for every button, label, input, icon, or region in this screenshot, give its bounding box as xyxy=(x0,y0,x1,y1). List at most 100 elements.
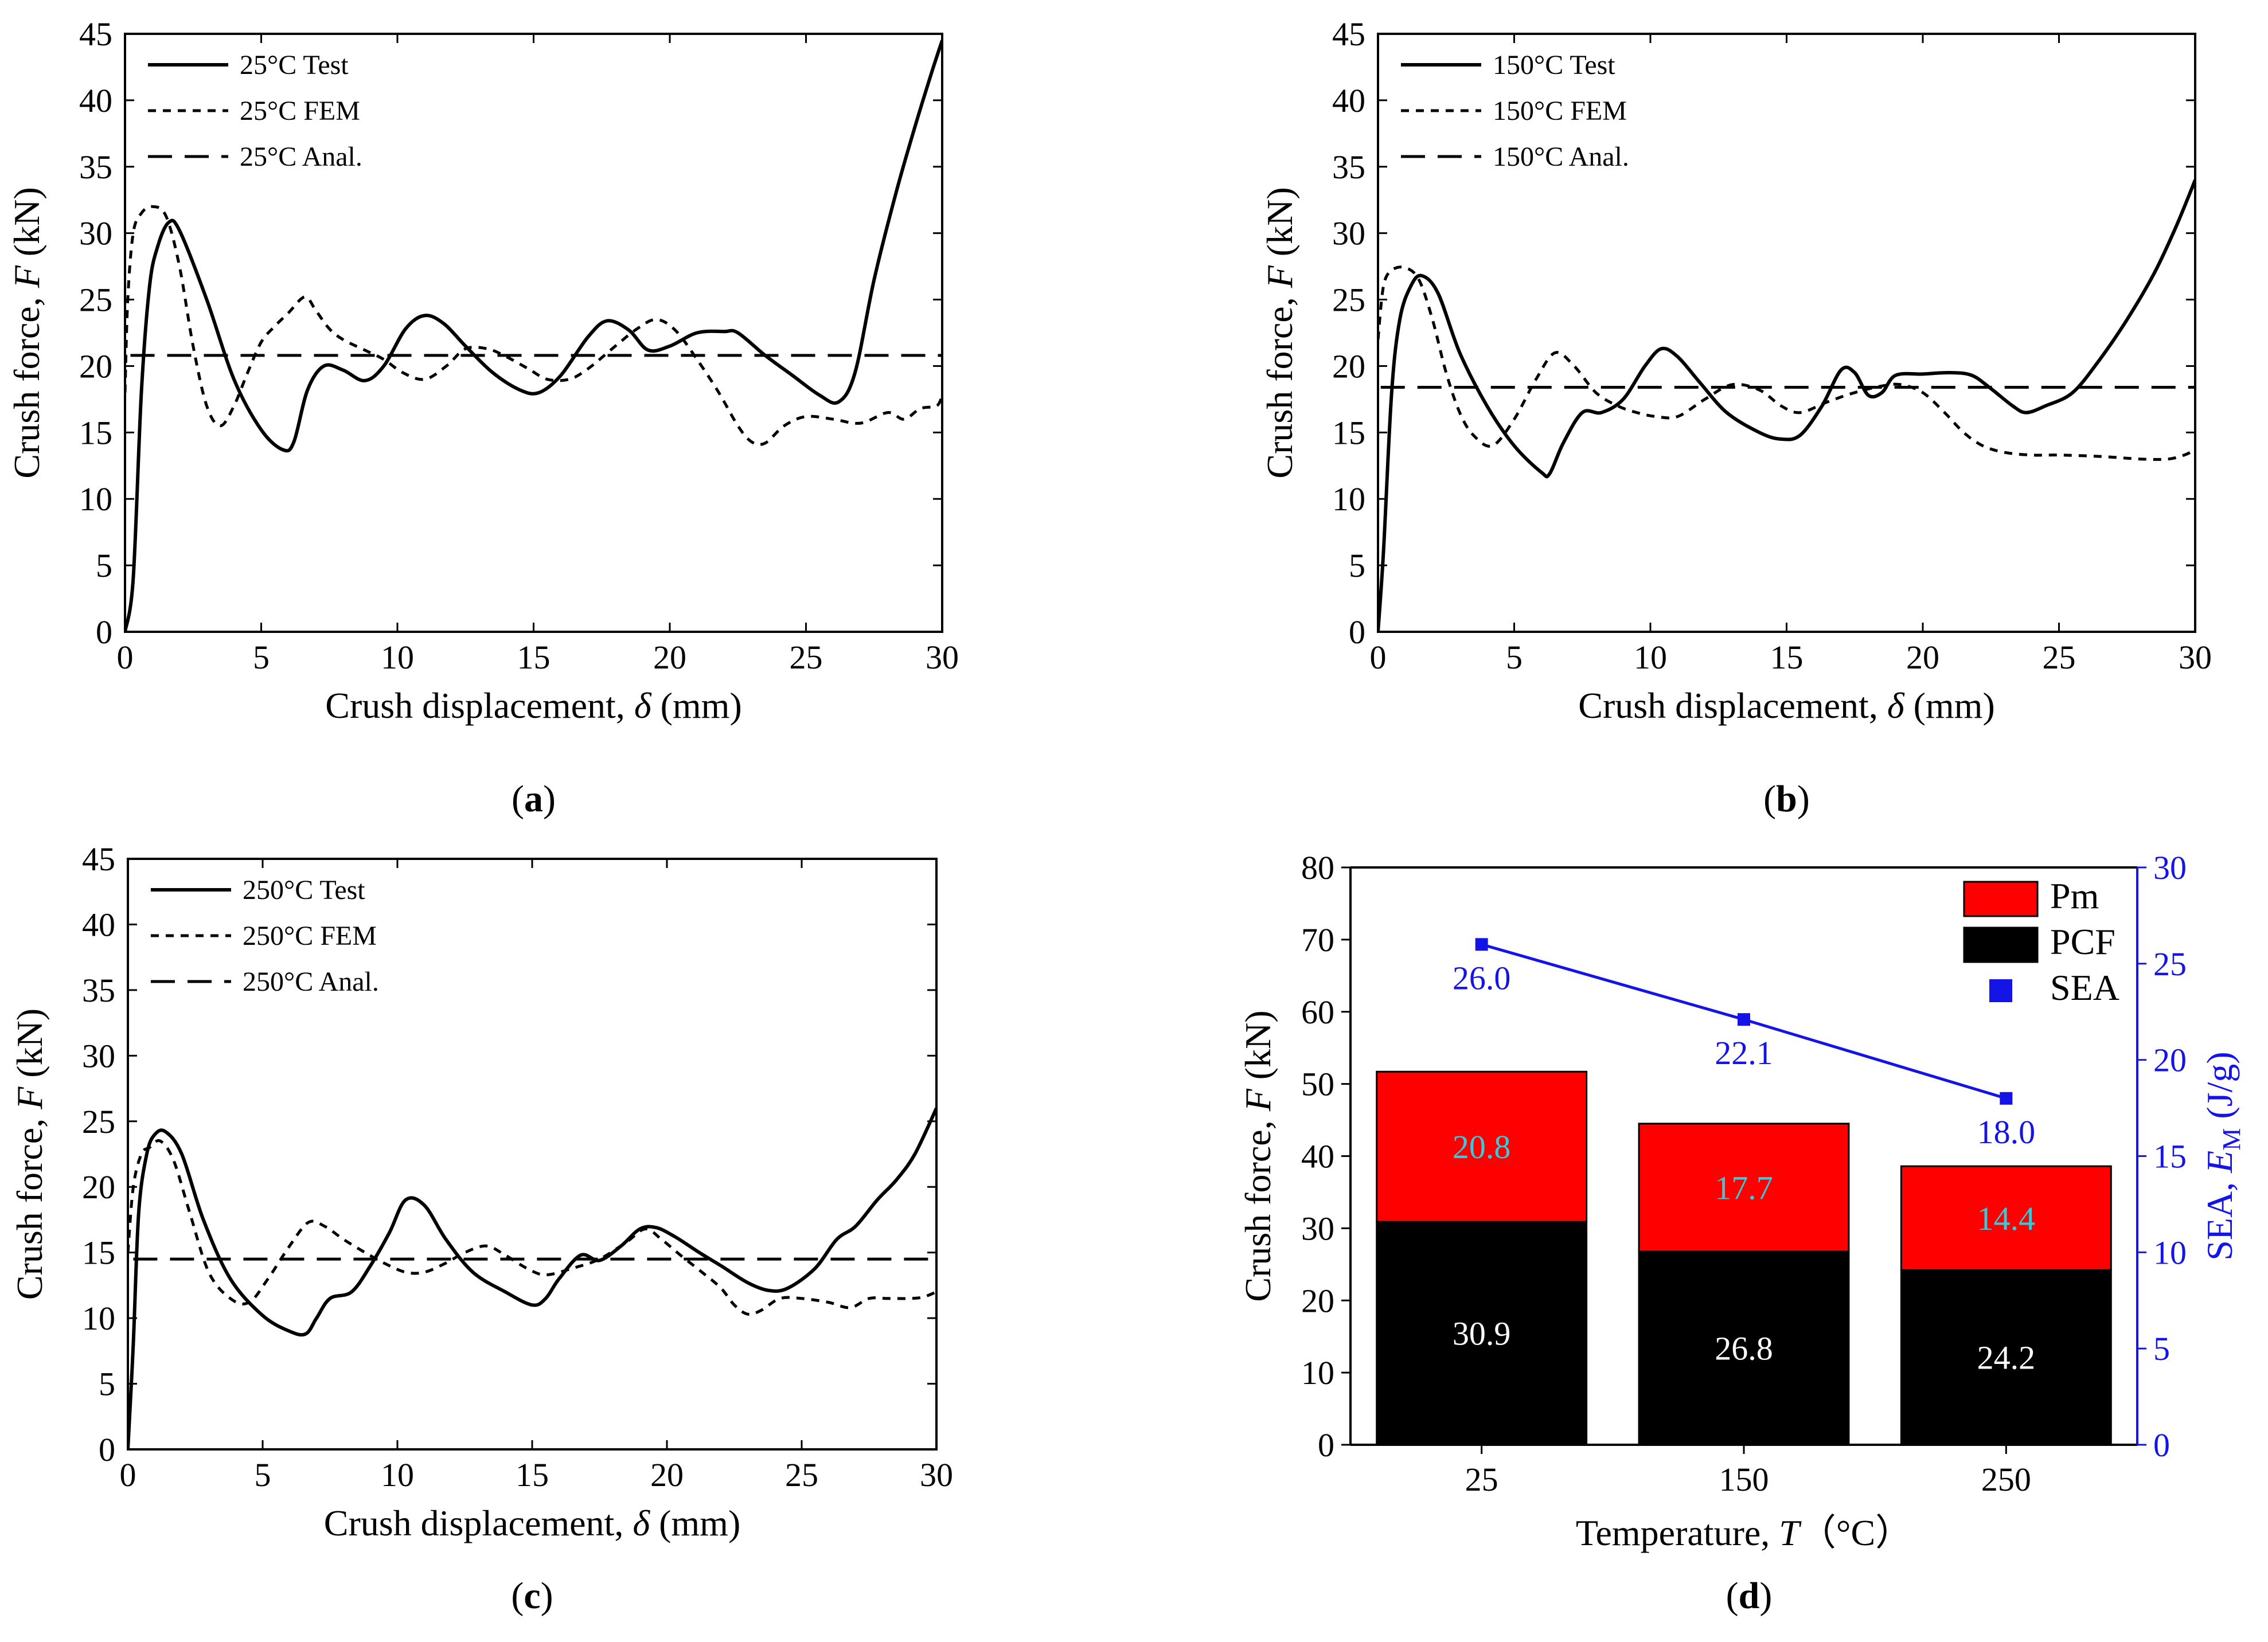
y-tick-label: 30 xyxy=(82,1037,115,1074)
x-tick-label: 25 xyxy=(790,639,823,676)
legend-swatch xyxy=(1989,979,2012,1002)
y-tick-label: 20 xyxy=(1301,1282,1334,1319)
x-axis-title-var: δ xyxy=(1887,685,1905,726)
y-tick-label: 0 xyxy=(1349,613,1365,651)
y-tick-label: 45 xyxy=(82,840,115,878)
x-category-label: 150 xyxy=(1719,1461,1769,1498)
x-category-label: 25 xyxy=(1465,1461,1498,1498)
y-axis-title-unit: (kN) xyxy=(9,1008,50,1087)
series-group xyxy=(1378,179,2195,632)
x-axis-title-unit: (mm) xyxy=(650,1503,740,1543)
x-tick-label: 25 xyxy=(785,1456,818,1494)
x-axis-title-var: δ xyxy=(633,1503,650,1543)
bar-pm xyxy=(1376,1070,1588,1223)
y2-tick-label: 10 xyxy=(2153,1234,2187,1271)
y-axis-title-var: F xyxy=(1259,265,1300,288)
sea-value-label: 26.0 xyxy=(1453,959,1511,996)
y-tick-label: 40 xyxy=(82,906,115,943)
x-tick-label: 10 xyxy=(1634,639,1667,676)
x-tick-label: 10 xyxy=(381,639,414,676)
y-tick-label: 15 xyxy=(79,414,112,451)
y-tick-label: 50 xyxy=(1301,1066,1334,1103)
x-axis-title: Crush displacement, δ (mm) xyxy=(325,685,742,726)
legend-label: 250°C Test xyxy=(243,875,365,905)
y-tick-label: 20 xyxy=(79,347,112,385)
y-tick-label: 15 xyxy=(1332,414,1365,451)
x-tick-label: 20 xyxy=(653,639,686,676)
y2-tick-label: 15 xyxy=(2153,1138,2187,1175)
x-axis-title-var: T xyxy=(1779,1512,1802,1553)
series-line-solid xyxy=(1378,179,2195,632)
x-tick-label: 30 xyxy=(920,1456,953,1494)
y-tick-label: 5 xyxy=(96,547,112,584)
legend-label: 150°C Anal. xyxy=(1493,142,1629,172)
y2-axis-title-var: E xyxy=(2199,1151,2240,1174)
y-tick-label: 10 xyxy=(79,480,112,518)
panel-c: 0 5 10 15 20 25 30 0 5 10 15 20 25 30 35 40 45 Crush disp… xyxy=(9,840,953,1617)
y-axis-title-var: F xyxy=(9,1086,50,1110)
y-axis-title-unit: (kN) xyxy=(1238,1010,1278,1089)
y-tick-label: 20 xyxy=(82,1168,115,1206)
y2-axis-title-unit: (J/g) xyxy=(2199,1051,2240,1128)
panel-d: 30.920.826.817.724.214.40102030405060708… xyxy=(1238,849,2246,1617)
series-line-solid xyxy=(128,1107,936,1449)
y-tick-label: 25 xyxy=(79,282,112,319)
y-axis-title: Crush force, F (kN) xyxy=(6,187,47,478)
y-tick-label: 5 xyxy=(1349,547,1365,584)
y2-tick-label: 0 xyxy=(2153,1426,2170,1464)
legend-label: SEA xyxy=(2050,967,2119,1008)
x-tick-label: 20 xyxy=(650,1456,684,1494)
y-tick-label: 0 xyxy=(96,613,112,651)
y2-tick-label: 30 xyxy=(2153,849,2187,886)
bar-pcf xyxy=(1376,1221,1588,1446)
caption-close: ) xyxy=(543,778,556,820)
series-group xyxy=(125,40,942,632)
x-axis-title-unit: (mm) xyxy=(651,685,742,726)
caption-open: ( xyxy=(512,778,524,820)
panel-b: 0 5 10 15 20 25 30 0 5 10 15 20 25 30 35 40 45 Crush disp… xyxy=(1259,15,2212,820)
bar-pm-value: 20.8 xyxy=(1453,1128,1511,1166)
y-tick-label: 0 xyxy=(1318,1426,1334,1464)
bar-pcf-value: 24.2 xyxy=(1977,1339,2036,1377)
legend-label: 150°C Test xyxy=(1493,50,1615,80)
bar-pcf-value: 26.8 xyxy=(1715,1330,1773,1367)
x-tick-label: 0 xyxy=(117,639,134,676)
y-axis-title-main: Crush force, xyxy=(1238,1111,1278,1301)
panel-a: 0 5 10 15 20 25 30 0 5 10 15 20 25 30 35 40 45 Crush disp… xyxy=(6,15,959,820)
caption-open: ( xyxy=(1726,1575,1739,1617)
y-axis-title-main: Crush force, xyxy=(9,1109,50,1300)
y-tick-label: 40 xyxy=(79,82,112,119)
series-line-dotted xyxy=(1378,265,2195,461)
x-tick-label: 0 xyxy=(1370,639,1387,676)
y-tick-label: 0 xyxy=(99,1431,115,1468)
y-tick-label: 80 xyxy=(1301,849,1334,886)
x-axis-title-unit: (mm) xyxy=(1904,685,1995,726)
x-tick-label: 0 xyxy=(120,1456,136,1494)
panel-caption: (c) xyxy=(511,1575,553,1617)
x-tick-label: 30 xyxy=(2179,639,2212,676)
y-tick-label: 45 xyxy=(1332,15,1365,53)
y-tick-label: 25 xyxy=(82,1103,115,1140)
x-tick-label: 5 xyxy=(255,1456,271,1494)
y2-tick-label: 20 xyxy=(2153,1042,2187,1079)
y-tick-label: 35 xyxy=(79,148,112,186)
y-axis-title: Crush force, F (kN) xyxy=(1238,1010,1278,1301)
legend-label: 25°C FEM xyxy=(240,96,360,126)
bar-pcf-value: 30.9 xyxy=(1453,1315,1511,1352)
bar-pm-value: 17.7 xyxy=(1715,1169,1773,1206)
caption-letter: c xyxy=(524,1575,540,1617)
y-axis-title-var: F xyxy=(1238,1088,1278,1112)
y-axis-title-main: Crush force, xyxy=(1259,288,1300,478)
y-tick-label: 30 xyxy=(1301,1210,1334,1247)
panel-caption: (b) xyxy=(1763,778,1810,820)
x-tick-label: 10 xyxy=(381,1456,414,1494)
y2-axis-title: SEA, EM (J/g) xyxy=(2199,1051,2246,1260)
sea-value-label: 18.0 xyxy=(1977,1113,2036,1151)
legend-label: Pm xyxy=(2050,875,2099,916)
x-axis-title-main: Crush displacement, xyxy=(324,1503,633,1543)
caption-letter: b xyxy=(1776,778,1797,820)
x-axis-title-var: δ xyxy=(634,685,652,726)
bar-pcf xyxy=(1638,1250,1850,1446)
series-line-dotted xyxy=(125,205,942,447)
